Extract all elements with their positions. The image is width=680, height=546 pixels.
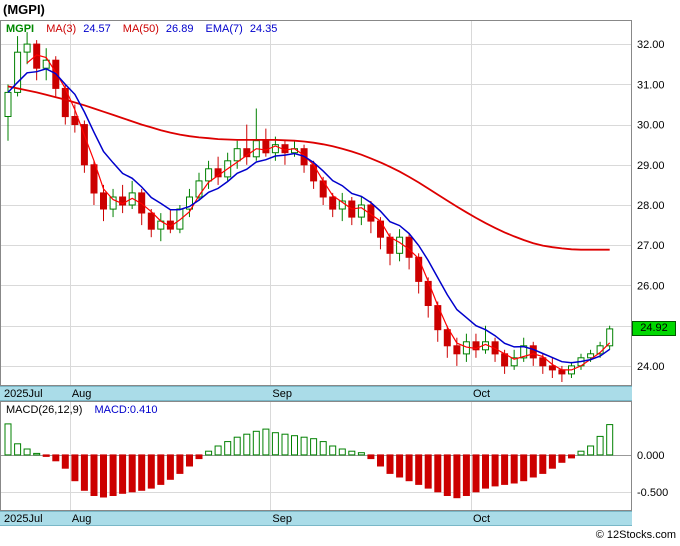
macd-chart-canvas: 0.000 -0.500: [0, 401, 668, 511]
price-chart-canvas: 32.0031.0030.0029.0028.0027.0026.0025.00…: [0, 20, 665, 386]
month-label: Sep: [272, 513, 292, 525]
legend-ma50-label: MA(50): [122, 23, 159, 35]
legend-ma50-value: 26.89: [165, 23, 194, 35]
date-axis-bottom: 2025Jul Aug Sep Oct: [0, 511, 632, 526]
month-label: Aug: [71, 513, 92, 525]
svg-text:27.00: 27.00: [637, 240, 665, 252]
svg-text:0.000: 0.000: [637, 450, 665, 462]
svg-text:30.00: 30.00: [637, 120, 665, 132]
symbol-title: (MGPI): [3, 2, 45, 17]
date-axis-top: 2025Jul Aug Sep Oct: [0, 386, 632, 401]
svg-text:-0.500: -0.500: [637, 487, 668, 499]
svg-text:31.00: 31.00: [637, 79, 665, 91]
month-label: Oct: [472, 388, 491, 400]
macd-value: MACD:0.410: [94, 404, 158, 416]
legend-ma3-value: 24.57: [83, 23, 111, 35]
macd-legend: MACD(26,12,9) MACD:0.410: [6, 404, 166, 416]
last-price-badge: 24.92: [632, 321, 676, 336]
month-label: Sep: [272, 388, 292, 400]
legend-ema7-value: 24.35: [249, 23, 278, 35]
month-label: 2025Jul: [4, 513, 43, 525]
month-label: 2025Jul: [4, 388, 43, 400]
svg-text:28.00: 28.00: [637, 200, 665, 212]
legend-ma3-label: MA(3): [46, 23, 77, 35]
svg-text:32.00: 32.00: [637, 39, 665, 51]
macd-label: MACD(26,12,9): [6, 404, 83, 416]
copyright: © 12Stocks.com: [595, 529, 676, 541]
svg-text:29.00: 29.00: [637, 160, 665, 172]
month-label: Aug: [71, 388, 92, 400]
legend-ema7-label: EMA(7): [205, 23, 243, 35]
svg-text:26.00: 26.00: [637, 281, 665, 293]
month-label: Oct: [472, 513, 491, 525]
price-legend: MGPI MA(3) 24.57 MA(50) 26.89 EMA(7) 24.…: [6, 23, 286, 35]
legend-symbol: MGPI: [6, 23, 35, 35]
svg-text:24.00: 24.00: [637, 361, 665, 373]
